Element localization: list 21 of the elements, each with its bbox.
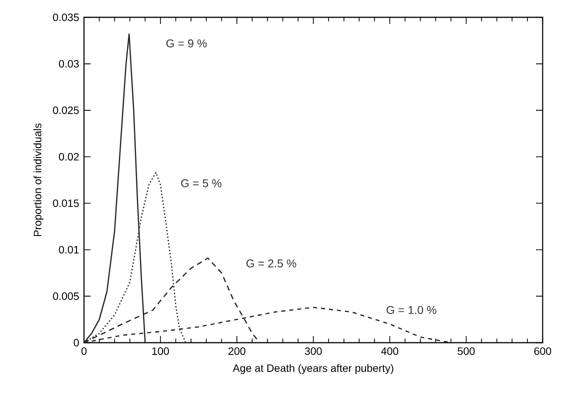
x-tick-label: 500 [458,347,475,355]
x-tick-label: 0 [81,347,87,355]
y-tick-label: 0.01 [58,246,79,254]
y-tick-label: 0 [74,338,79,346]
y-tick-label: 0.03 [58,60,79,68]
y-tick-label: 0.02 [58,152,79,161]
annotation: G = 5 % [181,179,222,188]
x-tick-label: 300 [304,347,322,355]
y-tick-label: 0.005 [53,292,79,300]
x-tick-label: 100 [152,347,169,355]
annotation: G = 1.0 % [386,306,436,314]
x-tick-label: 600 [534,347,552,355]
y-tick-label: 0.035 [53,14,79,22]
y-tick-label: 0.015 [53,199,79,208]
annotation: G = 9 % [166,39,207,48]
x-axis-title: Age at Death (years after puberty) [232,364,394,374]
x-tick-label: 200 [228,347,246,355]
annotation: G = 2.5 % [246,259,296,268]
y-tick-label: 0.025 [53,106,79,114]
y-axis-title: Proportion of individuals [33,123,44,236]
x-tick-label: 400 [381,347,398,355]
